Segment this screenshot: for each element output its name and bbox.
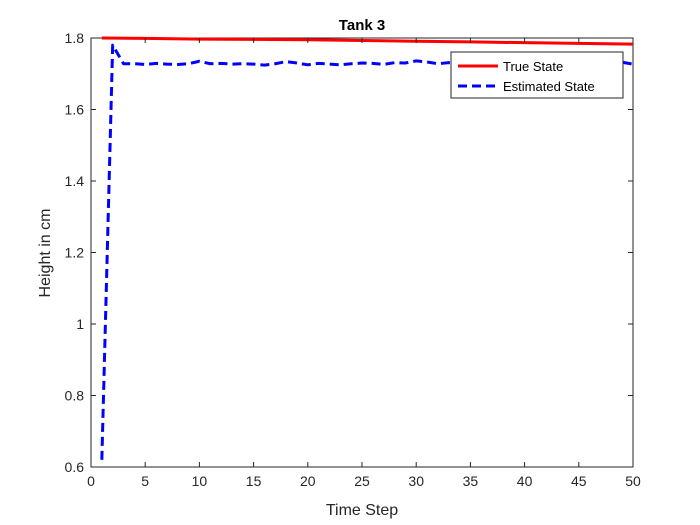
x-tick-label: 15 — [246, 473, 262, 489]
x-tick-label: 45 — [571, 473, 587, 489]
x-tick-label: 40 — [517, 473, 533, 489]
x-tick-label: 30 — [408, 473, 424, 489]
plot-area — [90, 37, 634, 468]
legend-box — [450, 51, 624, 99]
legend-label-1: True State — [503, 59, 563, 74]
y-tick-label: 1.6 — [65, 102, 85, 118]
legend-label-2: Estimated State — [503, 79, 595, 94]
y-tick-label: 1.2 — [65, 245, 85, 261]
x-tick-label: 35 — [463, 473, 479, 489]
y-tick-label: 1.8 — [65, 30, 85, 46]
legend: True State Estimated State — [450, 51, 624, 99]
x-tick-label: 50 — [625, 473, 641, 489]
x-tick-label: 10 — [192, 473, 208, 489]
x-tick-label: 20 — [300, 473, 316, 489]
x-tick-label: 0 — [87, 473, 95, 489]
plot-frame — [90, 37, 634, 468]
y-axis-label: Height in cm — [37, 209, 54, 298]
x-tick-label: 5 — [141, 473, 149, 489]
x-axis-label: Time Step — [326, 502, 398, 519]
y-tick-label: 0.6 — [65, 459, 85, 475]
axes-layer: 0 5 10 15 20 25 30 35 40 45 50 0.6 0.8 1 1.2 1.4 1.6 1.8 — [65, 30, 641, 489]
y-tick-label: 0.8 — [65, 388, 85, 404]
chart-title: Tank 3 — [339, 17, 385, 34]
y-tick-label: 1 — [76, 316, 84, 332]
y-tick-label: 1.4 — [65, 173, 85, 189]
x-tick-label: 25 — [354, 473, 370, 489]
